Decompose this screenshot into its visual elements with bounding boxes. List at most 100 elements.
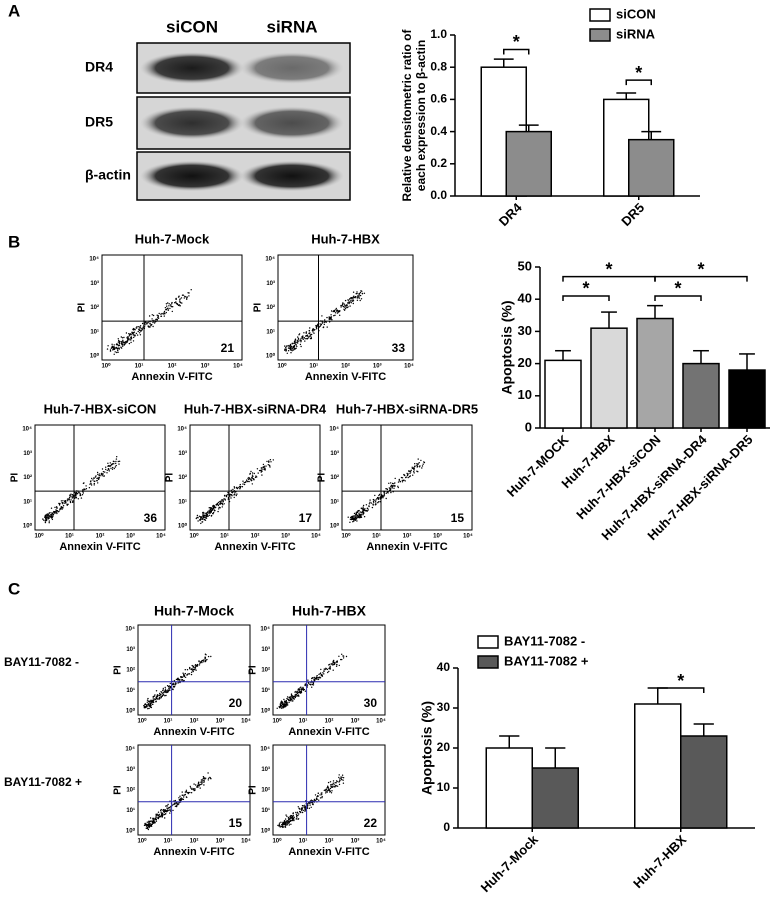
cell-dot: [220, 500, 223, 502]
flow-tick-label: 10⁴: [260, 627, 270, 633]
cell-dot: [286, 352, 288, 354]
cell-dot: [405, 476, 407, 478]
cell-dot: [183, 796, 185, 798]
cell-dot: [130, 341, 132, 344]
cell-dot: [243, 483, 246, 486]
flow-tick-label: 10³: [216, 838, 225, 845]
cell-dot: [401, 479, 403, 482]
cell-dot: [235, 494, 237, 497]
cell-dot: [276, 707, 278, 709]
cell-dot: [332, 662, 334, 664]
cell-dot: [283, 821, 285, 824]
cell-dot: [296, 339, 298, 342]
cell-dot: [172, 809, 174, 812]
flow-tick-label: 10²: [261, 667, 270, 674]
cell-dot: [263, 468, 265, 471]
cell-dot: [203, 781, 205, 783]
y-tick-label: 0.0: [430, 188, 447, 202]
cell-dot: [120, 340, 122, 343]
cell-dot: [353, 512, 356, 515]
cell-dot: [302, 805, 304, 807]
cell-dot: [304, 808, 307, 810]
cell-dot: [117, 349, 119, 352]
flow-tick-label: 10¹: [330, 498, 339, 505]
cell-dot: [160, 313, 162, 315]
cell-dot: [121, 337, 124, 339]
flow-title: Huh-7-Mock: [135, 231, 210, 246]
cell-dot: [118, 340, 121, 343]
flow-tick-label: 10⁰: [189, 533, 199, 540]
cell-dot: [184, 793, 186, 796]
cell-dot: [113, 344, 115, 346]
cell-dot: [290, 697, 292, 700]
cell-dot: [359, 292, 361, 295]
cell-dot: [157, 817, 160, 820]
flow-x-label: Annexin V-FITC: [288, 846, 369, 858]
flow-y-label: PI: [10, 473, 21, 483]
cell-dot: [298, 690, 301, 692]
cell-dot: [295, 691, 297, 693]
flow-tick-label: 10³: [351, 718, 360, 725]
cell-dot: [340, 306, 342, 308]
cell-dot: [280, 707, 283, 709]
cell-dot: [296, 814, 298, 817]
cell-dot: [347, 516, 349, 518]
y-tick-label: 0: [443, 820, 450, 834]
cell-dot: [106, 472, 108, 474]
cell-dot: [253, 479, 255, 481]
cell-dot: [357, 517, 359, 519]
cell-dot: [143, 824, 146, 827]
cell-dot: [314, 799, 316, 801]
flow-tick-label: 10⁰: [90, 353, 100, 360]
cell-dot: [287, 818, 290, 820]
cell-dot: [311, 329, 314, 332]
cell-dot: [286, 704, 288, 706]
cell-dot: [125, 340, 128, 342]
cell-dot: [198, 664, 201, 666]
cell-dot: [362, 506, 364, 508]
cell-dot: [283, 703, 285, 705]
cell-dot: [402, 479, 405, 482]
row-label: BAY11-7082 -: [4, 655, 79, 669]
cell-dot: [234, 492, 236, 494]
cell-dot: [213, 506, 215, 508]
cell-dot: [300, 337, 302, 340]
cell-dot: [215, 503, 217, 506]
cell-dot: [126, 340, 129, 342]
cell-dot: [55, 511, 58, 513]
cell-dot: [192, 665, 194, 667]
cell-dot: [187, 673, 189, 675]
flow-tick-label: 10⁴: [177, 427, 187, 433]
cell-dot: [162, 313, 164, 315]
cell-dot: [93, 477, 95, 479]
cell-dot: [194, 788, 196, 790]
cell-dot: [319, 797, 322, 799]
cell-dot: [292, 812, 294, 815]
cell-dot: [292, 818, 294, 820]
cell-dot: [408, 470, 410, 472]
cell-dot: [219, 502, 222, 504]
cell-dot: [383, 491, 385, 494]
flow-tick-label: 10¹: [299, 838, 308, 845]
y-tick-label: 20: [437, 740, 451, 754]
cell-dot: [168, 687, 170, 689]
cell-dot: [255, 475, 257, 477]
cell-dot: [144, 322, 146, 324]
cell-dot: [329, 791, 331, 793]
cell-dot: [418, 462, 420, 464]
cell-dot: [382, 497, 384, 499]
cell-dot: [204, 653, 207, 655]
cell-dot: [285, 814, 287, 816]
cell-dot: [299, 687, 301, 689]
flow-tick-label: 10³: [23, 450, 32, 457]
cell-dot: [300, 689, 303, 691]
cell-dot: [327, 671, 329, 674]
cell-dot: [201, 521, 203, 523]
cell-dot: [389, 489, 391, 491]
cell-dot: [285, 699, 287, 702]
cell-dot: [296, 815, 298, 818]
cell-dot: [133, 336, 135, 339]
cell-dot: [196, 663, 199, 666]
cell-dot: [296, 341, 299, 343]
flow-x-label: Annexin V-FITC: [288, 726, 369, 738]
